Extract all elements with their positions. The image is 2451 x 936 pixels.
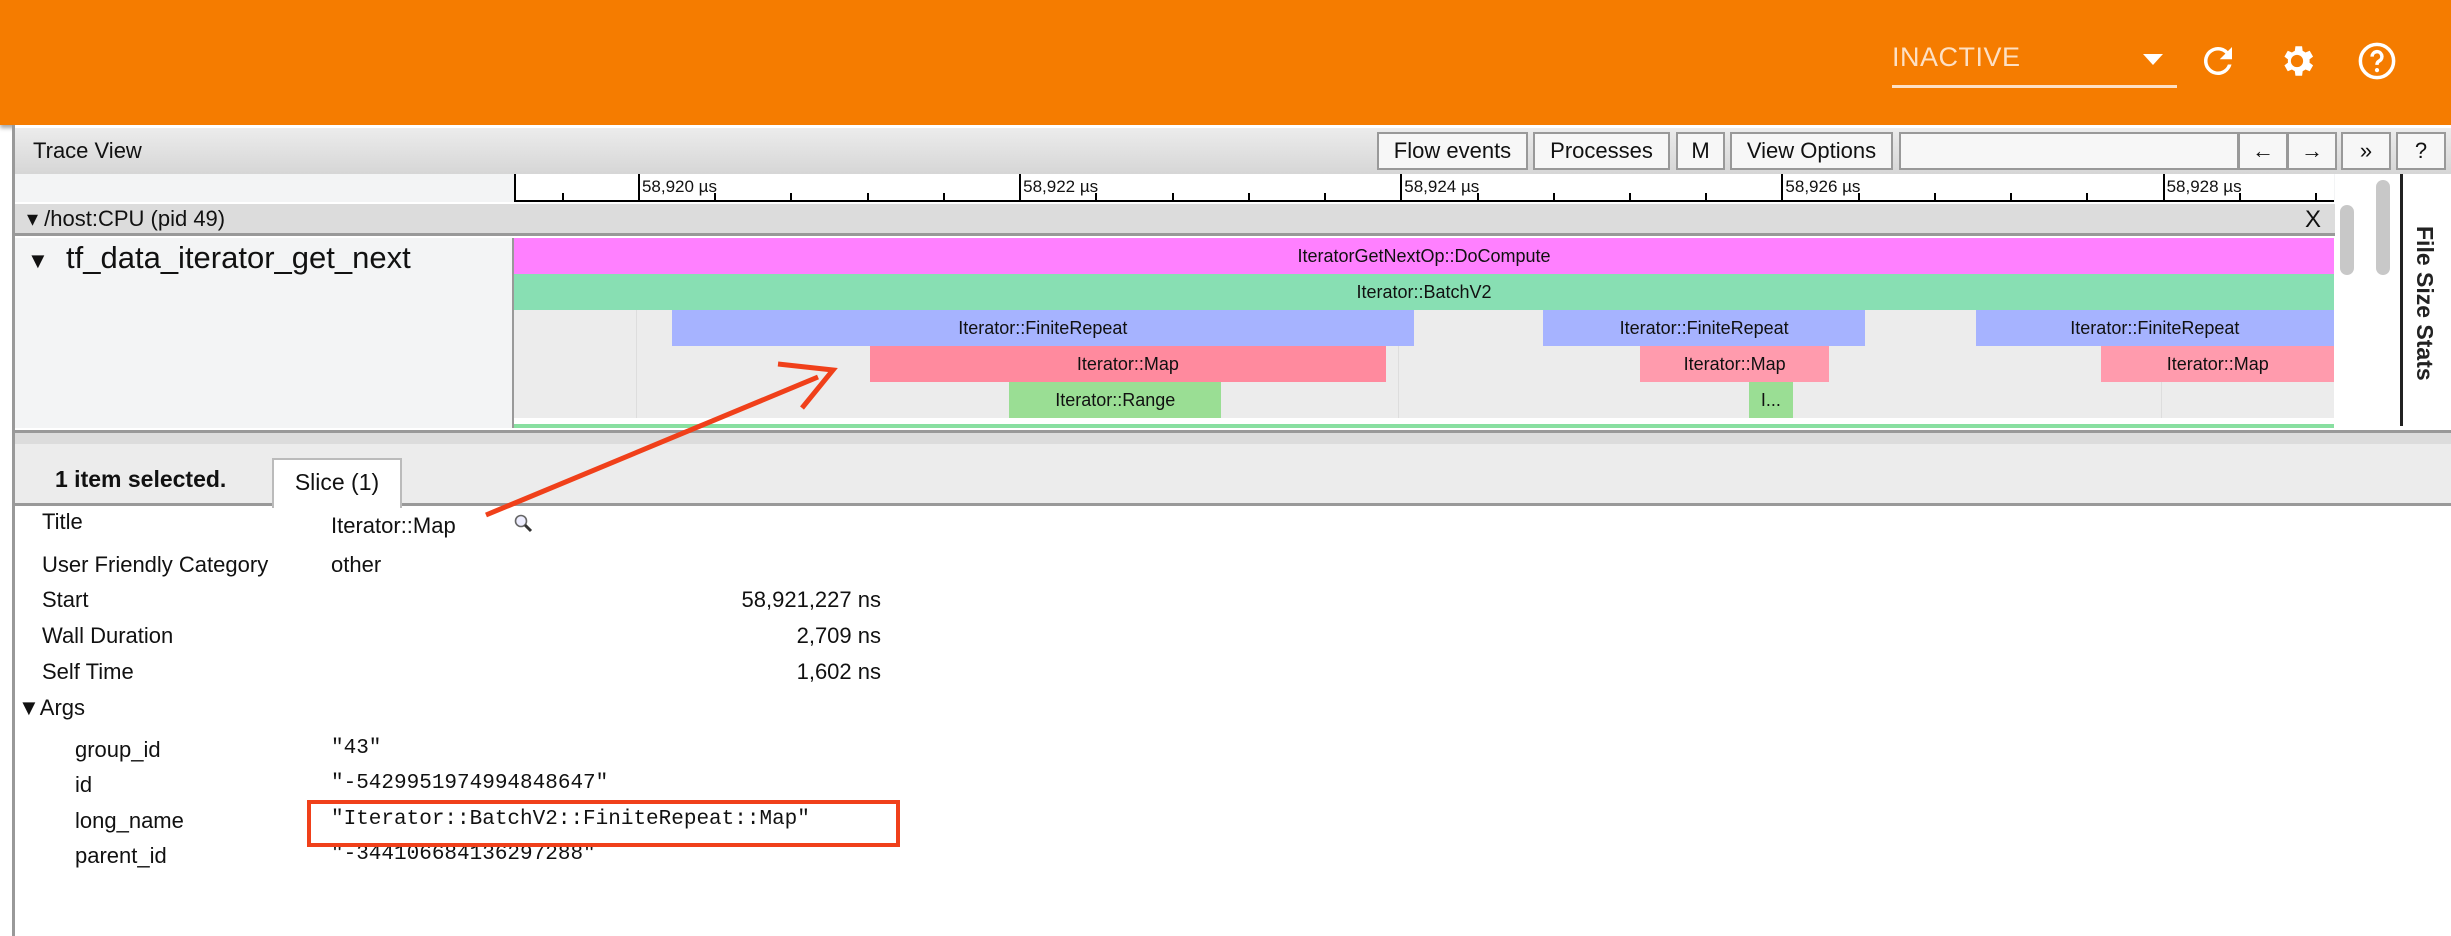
row-value-start: 58,921,227 ns: [741, 587, 881, 612]
process-header[interactable]: ▾ /host:CPU (pid 49): [15, 204, 2335, 236]
track-slices[interactable]: IteratorGetNextOp::DoCompute Iterator::Ba…: [514, 238, 2334, 428]
row-label-title: Title: [42, 509, 83, 534]
file-size-stats-label: File Size Stats: [2412, 226, 2438, 381]
selection-count: 1 item selected.: [55, 466, 227, 492]
track-separator: [514, 418, 2334, 426]
collapse-button[interactable]: »: [2341, 132, 2391, 170]
status-select-value: INACTIVE: [1892, 42, 2021, 72]
ruler-tick-label: 58,922 µs: [1023, 177, 1099, 196]
tab-slice[interactable]: Slice (1): [272, 458, 402, 508]
app-header: [0, 0, 2451, 125]
ruler-minor-tick: [1171, 193, 1174, 200]
ruler-minor-tick: [2010, 193, 2013, 200]
arg-key-long-name: long_name: [75, 808, 184, 833]
args-toggle[interactable]: ▼Args: [18, 695, 86, 720]
search-magnifier-icon[interactable]: [513, 513, 535, 535]
refresh-icon[interactable]: [2197, 40, 2239, 82]
trace-slice[interactable]: Iterator::FiniteRepeat: [1975, 310, 2334, 346]
trace-slice[interactable]: Iterator::FiniteRepeat: [1543, 310, 1866, 346]
trace-view-title: Trace View: [33, 138, 142, 163]
arg-value-long-name: "Iterator::BatchV2::FiniteRepeat::Map": [331, 808, 810, 831]
next-track-slice[interactable]: [514, 424, 2334, 428]
ruler-minor-tick: [2315, 193, 2318, 200]
ruler-minor-tick: [1095, 193, 1098, 200]
arg-value-id: "-5429951974994848647": [331, 772, 609, 795]
search-input[interactable]: [1899, 132, 2239, 170]
track-name: tf_data_iterator_get_next: [66, 240, 411, 275]
ruler-minor-tick: [1476, 193, 1479, 200]
metadata-button[interactable]: M: [1676, 132, 1725, 170]
ruler-minor-tick: [1628, 193, 1631, 200]
ruler-minor-tick: [1933, 193, 1936, 200]
trace-slice[interactable]: I...: [1748, 382, 1793, 418]
row-label-self-time: Self Time: [42, 659, 134, 684]
ruler-minor-tick: [2086, 193, 2089, 200]
ruler-minor-tick: [1705, 193, 1708, 200]
close-process-button[interactable]: X: [2305, 206, 2322, 233]
file-size-stats-panel[interactable]: File Size Stats: [2400, 174, 2451, 426]
ruler-minor-tick: [714, 193, 717, 200]
grid-line: [635, 238, 637, 428]
settings-gear-icon[interactable]: [2276, 40, 2318, 82]
flow-events-button[interactable]: Flow events: [1377, 132, 1528, 170]
ruler-major-tick: [1781, 174, 1784, 202]
arg-key-group-id: group_id: [75, 737, 161, 762]
ruler-major-tick: [2162, 174, 2165, 202]
row-label-start: Start: [42, 587, 89, 612]
row-value-category: other: [331, 552, 382, 577]
row-label-category: User Friendly Category: [42, 552, 269, 577]
trace-slice[interactable]: Iterator::Map: [869, 346, 1387, 382]
row-label-wall-duration: Wall Duration: [42, 623, 174, 648]
track-label[interactable]: ▼ tf_data_iterator_get_next: [15, 238, 514, 428]
ruler-minor-tick: [1247, 193, 1250, 200]
help-circle-icon[interactable]: [2356, 40, 2398, 82]
panel-divider[interactable]: [15, 430, 2451, 444]
row-value-self-time: 1,602 ns: [796, 659, 881, 684]
ruler-tick-label: 58,920 µs: [641, 177, 717, 196]
details-tab-row: [15, 444, 2451, 506]
ruler-minor-tick: [2238, 193, 2241, 200]
ruler-minor-tick: [1552, 193, 1555, 200]
ruler-tick-label: 58,926 µs: [1785, 177, 1861, 196]
arg-value-group-id: "43": [331, 737, 382, 760]
trace-slice[interactable]: Iterator::BatchV2: [514, 274, 2334, 310]
trace-slice[interactable]: Iterator::Map: [1640, 346, 1829, 382]
ruler-tick-label: 58,928 µs: [2166, 177, 2242, 196]
ruler-minor-tick: [561, 193, 564, 200]
arg-value-parent-id: "-344106684136297288": [331, 843, 596, 866]
ruler-tick-label: 58,924 µs: [1404, 177, 1480, 196]
prev-result-button[interactable]: ←: [2238, 132, 2288, 170]
trace-slice[interactable]: IteratorGetNextOp::DoCompute: [514, 238, 2334, 274]
row-value-wall-duration: 2,709 ns: [796, 623, 881, 648]
trace-slice[interactable]: Iterator::FiniteRepeat: [672, 310, 1414, 346]
view-options-button[interactable]: View Options: [1730, 132, 1893, 170]
time-ruler[interactable]: 58,920 µs 58,922 µs 58,924 µs 58,926 µs 58,9…: [514, 174, 2334, 202]
viewer-scrollbar[interactable]: [2376, 180, 2390, 275]
track-scrollbar[interactable]: [2340, 205, 2354, 275]
ruler-minor-tick: [790, 193, 793, 200]
dropdown-arrow-icon: [2143, 54, 2163, 65]
ruler-major-tick: [1400, 174, 1403, 202]
ruler-minor-tick: [866, 193, 869, 200]
ruler-minor-tick: [942, 193, 945, 200]
ruler-minor-tick: [1857, 193, 1860, 200]
help-button[interactable]: ?: [2396, 132, 2446, 170]
arg-key-id: id: [75, 772, 93, 797]
ruler-major-tick: [637, 174, 640, 202]
next-result-button[interactable]: →: [2287, 132, 2337, 170]
status-select[interactable]: INACTIVE: [1892, 42, 2177, 88]
trace-slice[interactable]: Iterator::Range: [1009, 382, 1222, 418]
arg-key-parent-id: parent_id: [75, 843, 167, 868]
row-value-title: Iterator::Map: [331, 513, 456, 538]
process-label: /host:CPU (pid 49): [44, 206, 226, 231]
ruler-major-tick: [1019, 174, 1022, 202]
trace-slice[interactable]: Iterator::Map: [2101, 346, 2334, 382]
ruler-minor-tick: [1324, 193, 1327, 200]
highlight-box: [307, 800, 900, 847]
processes-button[interactable]: Processes: [1533, 132, 1670, 170]
collapse-triangle-icon: ▼: [27, 248, 49, 273]
